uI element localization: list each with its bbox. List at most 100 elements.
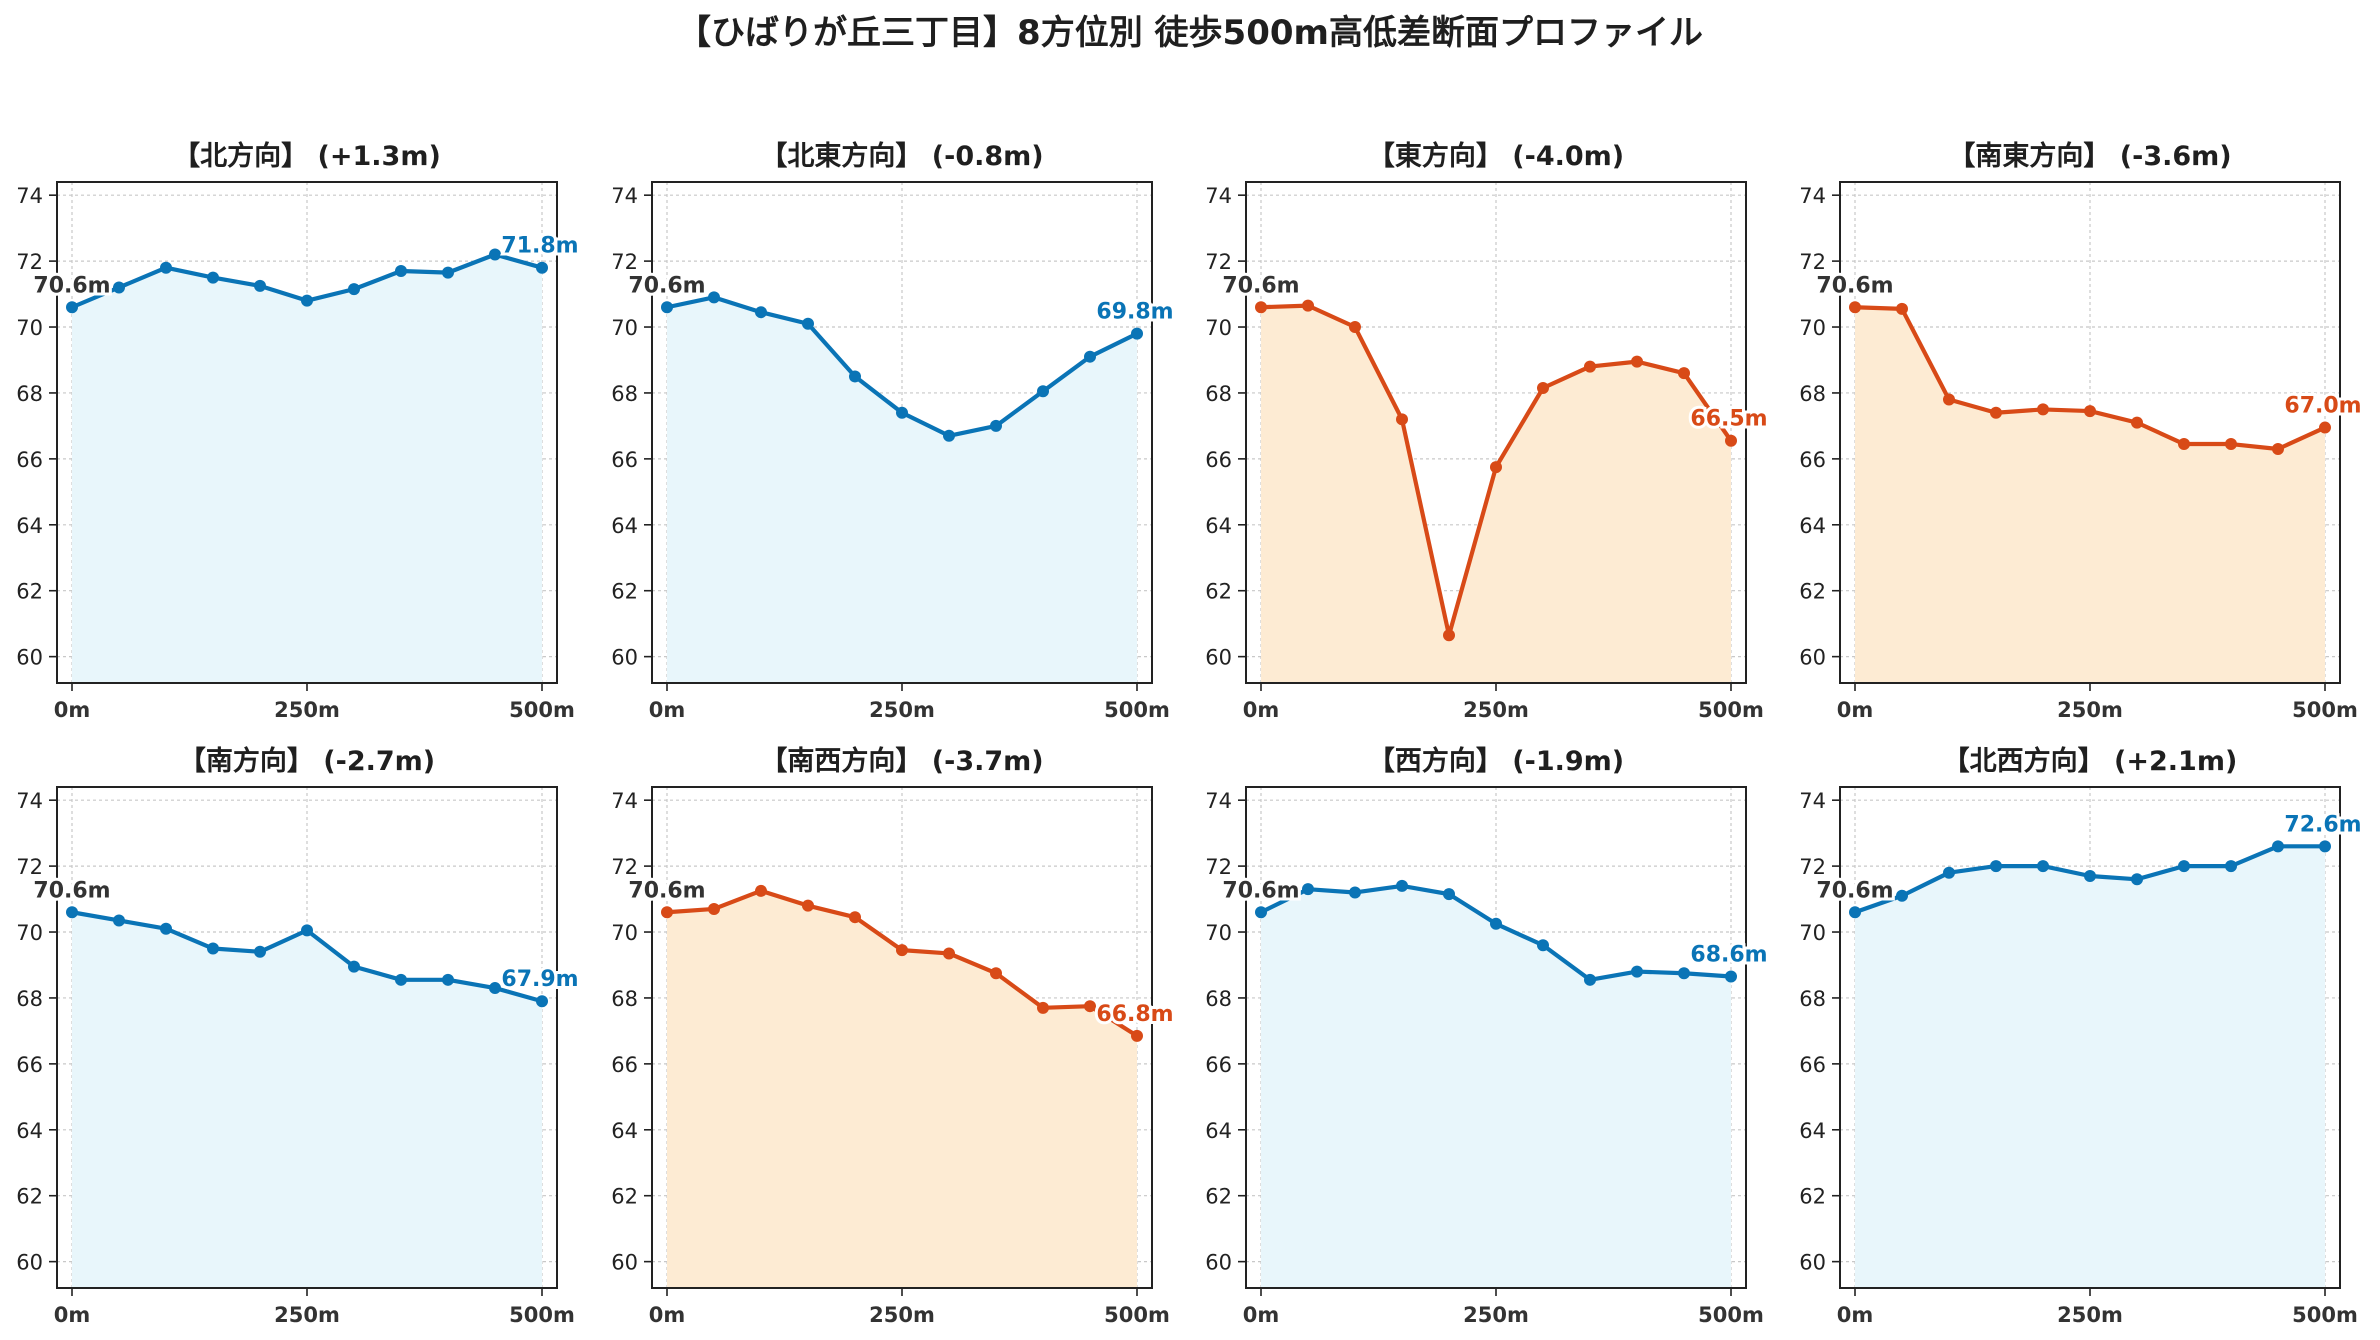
data-point [1631,355,1643,368]
y-tick-label: 68 [1205,987,1232,1011]
y-tick-label: 60 [1205,646,1232,670]
data-point [1302,883,1314,896]
data-point [1584,360,1596,373]
y-tick-label: 66 [611,1053,638,1077]
y-tick-label: 62 [1205,580,1232,604]
y-tick-label: 68 [16,987,43,1011]
data-point [442,266,454,279]
y-tick-label: 68 [16,382,43,406]
y-tick-label: 70 [1799,316,1826,340]
y-tick-label: 62 [611,1185,638,1209]
data-point [990,419,1002,432]
y-tick-label: 64 [1205,514,1232,538]
data-point [2225,860,2237,873]
y-tick-label: 64 [1205,1119,1232,1143]
start-elevation-label: 70.6m [1222,273,1299,298]
y-tick-label: 72 [611,250,638,274]
elevation-area [72,912,542,1288]
x-tick-label: 500m [1104,1303,1170,1327]
data-point [2037,860,2049,873]
y-tick-label: 62 [611,580,638,604]
data-point [1537,939,1549,952]
y-tick-label: 70 [1799,921,1826,945]
data-point [1537,382,1549,395]
elevation-area [667,890,1137,1288]
elevation-area [72,254,542,683]
data-point [896,944,908,957]
data-point [254,279,266,292]
start-elevation-label: 70.6m [33,878,110,903]
data-point [2084,405,2096,418]
x-tick-label: 0m [1243,698,1280,722]
y-tick-label: 70 [16,316,43,340]
data-point [1584,973,1596,986]
y-tick-label: 64 [1799,1119,1826,1143]
data-point [66,906,78,919]
data-point [2225,438,2237,451]
x-tick-label: 0m [1243,1303,1280,1327]
data-point [1443,888,1455,901]
y-tick-label: 64 [16,1119,43,1143]
data-point [943,429,955,442]
y-tick-label: 64 [16,514,43,538]
y-tick-label: 68 [1799,987,1826,1011]
y-tick-label: 70 [16,921,43,945]
x-tick-label: 250m [274,698,340,722]
y-tick-label: 74 [1205,184,1232,208]
subplot-title: 【西方向】 (-1.9m) [1368,745,1624,777]
data-point [207,271,219,284]
data-point [489,248,501,261]
data-point [113,914,125,927]
figure-title: 【ひばりが丘三丁目】8方位別 徒歩500m高低差断面プロファイル [677,13,1703,53]
data-point [896,406,908,419]
y-tick-label: 62 [1205,1185,1232,1209]
data-point [1678,367,1690,380]
y-tick-label: 68 [611,987,638,1011]
x-tick-label: 250m [274,1303,340,1327]
chart-panel-6: 60 62 64 66 68 70 72 74 0m 250m 500m 【南西方向】 (-3.7m)… [611,745,1176,1327]
data-point [1849,301,1861,314]
data-point [2319,840,2331,853]
y-tick-label: 60 [611,646,638,670]
x-tick-label: 500m [2292,698,2358,722]
data-point [1725,970,1737,983]
data-point [442,973,454,986]
data-point [1990,860,2002,873]
y-tick-label: 72 [16,250,43,274]
data-point [1084,1000,1096,1013]
end-elevation-label: 71.8m [501,234,578,259]
x-tick-label: 250m [869,698,935,722]
y-tick-label: 68 [1205,382,1232,406]
data-point [1896,889,1908,902]
x-tick-label: 500m [509,698,575,722]
data-point [990,967,1002,980]
x-tick-label: 250m [869,1303,935,1327]
subplot-title: 【北西方向】 (+2.1m) [1943,745,2238,777]
data-point [1943,393,1955,406]
data-point [66,301,78,314]
end-elevation-label: 67.9m [501,967,578,992]
y-tick-label: 66 [16,1053,43,1077]
y-tick-label: 66 [1799,448,1826,472]
y-tick-label: 68 [611,382,638,406]
subplot-title: 【東方向】 (-4.0m) [1368,140,1624,172]
end-elevation-label: 66.5m [1690,407,1767,432]
chart-panel-1: 60 62 64 66 68 70 72 74 0m 250m 500m 【北方向】 (+1.3m) 7… [16,140,581,722]
x-tick-label: 0m [649,1303,686,1327]
data-point [301,294,313,307]
data-point [1255,301,1267,314]
subplot-title: 【北方向】 (+1.3m) [173,140,441,172]
data-point [1896,302,1908,315]
y-tick-label: 62 [1799,580,1826,604]
y-tick-label: 70 [1205,316,1232,340]
y-tick-label: 60 [1799,646,1826,670]
y-tick-label: 74 [1799,789,1826,813]
x-tick-label: 250m [2057,1303,2123,1327]
y-tick-label: 74 [16,789,43,813]
x-tick-label: 0m [54,1303,91,1327]
data-point [708,291,720,304]
x-tick-label: 500m [2292,1303,2358,1327]
y-tick-label: 64 [1799,514,1826,538]
subplot-title: 【北東方向】 (-0.8m) [760,140,1043,172]
